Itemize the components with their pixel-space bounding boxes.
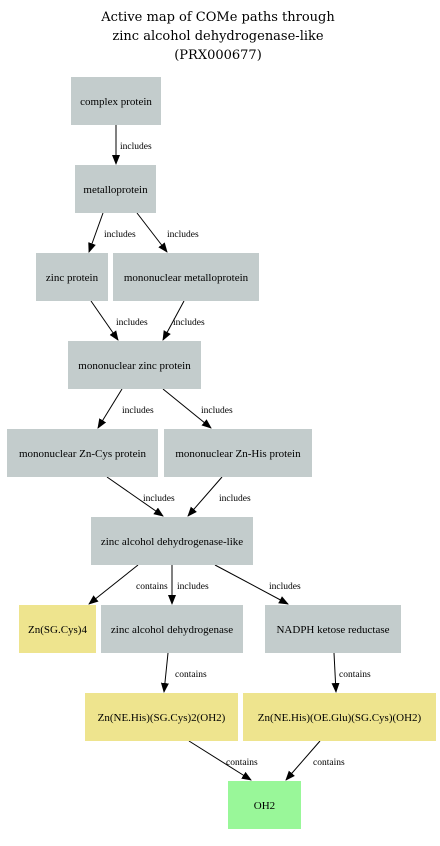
edge-arrow xyxy=(136,212,168,253)
title-line-1: Active map of COMe paths through xyxy=(100,10,335,25)
edge-zinc_protein-to-mononuclear_zinc_protein: includes xyxy=(90,300,148,341)
node-zn-sg-cys-4[interactable]: Zn(SG.Cys)4 xyxy=(19,605,96,653)
node-label: NADPH ketose reductase xyxy=(276,624,389,636)
node-label: complex protein xyxy=(80,96,152,108)
edge-zinc_alcohol_dehydrogenase_like-to-zn_sg_cys_4: contains xyxy=(88,564,168,605)
edge-zinc_alcohol_dehydrogenase_like-to-nadph_ketose_reductase: includes xyxy=(214,564,301,605)
node-label: Zn(NE.His)(OE.Glu)(SG.Cys)(OH2) xyxy=(258,712,422,724)
node-box[interactable] xyxy=(85,693,238,741)
edge-mononuclear_zinc_protein-to-mononuclear_zn_his_protein: includes xyxy=(162,388,233,429)
node-box[interactable] xyxy=(71,77,161,125)
edge-label: includes xyxy=(104,230,136,240)
edge-arrow xyxy=(214,564,289,605)
node-box[interactable] xyxy=(75,165,156,213)
edge-label: includes xyxy=(122,406,154,416)
node-box[interactable] xyxy=(7,429,158,477)
edge-mononuclear_metalloprotein-to-mononuclear_zinc_protein: includes xyxy=(162,300,205,341)
edge-complex_protein-to-metalloprotein: includes xyxy=(112,125,152,165)
edge-label: includes xyxy=(173,318,205,328)
edge-arrow xyxy=(331,652,340,693)
node-box[interactable] xyxy=(228,781,301,829)
node-metalloprotein[interactable]: metalloprotein xyxy=(75,165,156,213)
node-zinc-protein[interactable]: zinc protein xyxy=(36,253,108,301)
edge-arrow xyxy=(90,300,119,341)
edge-zn_ne_his_sg_cys_2_oh2-to-oh2: contains xyxy=(188,740,258,781)
edge-mononuclear_zn_his_protein-to-zinc_alcohol_dehydrogenase_like: includes xyxy=(187,476,251,517)
edge-metalloprotein-to-mononuclear_metalloprotein: includes xyxy=(136,212,199,253)
node-complex-protein[interactable]: complex protein xyxy=(71,77,161,125)
edge-arrow xyxy=(162,300,185,341)
node-label: Zn(NE.His)(SG.Cys)2(OH2) xyxy=(98,712,226,724)
node-box[interactable] xyxy=(265,605,401,653)
edge-zinc_alcohol_dehydrogenase-to-zn_ne_his_sg_cys_2_oh2: contains xyxy=(160,652,207,693)
edge-arrow xyxy=(285,740,321,781)
node-label: OH2 xyxy=(254,800,275,812)
edges-layer: includes includes includes includes includes… xyxy=(88,125,371,781)
node-zn-ne-his-sg-cys-2-oh2[interactable]: Zn(NE.His)(SG.Cys)2(OH2) xyxy=(85,693,238,741)
node-label: mononuclear metalloprotein xyxy=(124,272,249,284)
edge-arrow xyxy=(187,476,223,517)
edge-mononuclear_zinc_protein-to-mononuclear_zn_cys_protein: includes xyxy=(97,388,154,429)
node-mononuclear-metalloprotein[interactable]: mononuclear metalloprotein xyxy=(113,253,259,301)
node-zn-ne-his-oe-glu-sg-cys-oh2[interactable]: Zn(NE.His)(OE.Glu)(SG.Cys)(OH2) xyxy=(243,693,436,741)
node-label: zinc protein xyxy=(46,272,99,284)
edge-label: contains xyxy=(313,758,345,768)
edge-mononuclear_zn_cys_protein-to-zinc_alcohol_dehydrogenase_like: includes xyxy=(106,476,175,517)
node-mononuclear-zn-his-protein[interactable]: mononuclear Zn-His protein xyxy=(164,429,312,477)
node-label: metalloprotein xyxy=(83,184,148,196)
edge-label: includes xyxy=(167,230,199,240)
edge-label: includes xyxy=(201,406,233,416)
edge-arrow xyxy=(188,740,252,781)
node-box[interactable] xyxy=(91,517,253,565)
edge-label: includes xyxy=(269,582,301,592)
nodes-layer: complex protein metalloprotein zinc protei… xyxy=(7,77,436,829)
edge-label: includes xyxy=(116,318,148,328)
title-line-3: (PRX000677) xyxy=(174,48,262,63)
edge-label: includes xyxy=(120,142,152,152)
node-box[interactable] xyxy=(19,605,96,653)
edge-metalloprotein-to-zinc_protein: includes xyxy=(88,212,136,253)
node-mononuclear-zn-cys-protein[interactable]: mononuclear Zn-Cys protein xyxy=(7,429,158,477)
node-box[interactable] xyxy=(68,341,201,389)
edge-label: contains xyxy=(136,582,168,592)
edge-label: includes xyxy=(143,494,175,504)
node-label: mononuclear Zn-His protein xyxy=(175,448,301,460)
edge-arrow xyxy=(88,564,139,605)
node-nadph-ketose-reductase[interactable]: NADPH ketose reductase xyxy=(265,605,401,653)
node-oh2[interactable]: OH2 xyxy=(228,781,301,829)
edge-label: contains xyxy=(339,670,371,680)
node-box[interactable] xyxy=(101,605,243,653)
edge-zn_ne_his_oe_glu_sg_cys_oh2-to-oh2: contains xyxy=(285,740,345,781)
node-box[interactable] xyxy=(113,253,259,301)
edge-arrow xyxy=(88,212,104,253)
node-label: Zn(SG.Cys)4 xyxy=(28,624,87,636)
node-label: mononuclear zinc protein xyxy=(78,360,191,372)
node-label: zinc alcohol dehydrogenase-like xyxy=(101,536,243,548)
node-box[interactable] xyxy=(36,253,108,301)
title-line-2: zinc alcohol dehydrogenase-like xyxy=(112,29,323,44)
node-box[interactable] xyxy=(164,429,312,477)
edge-arrow xyxy=(106,476,164,517)
edge-zinc_alcohol_dehydrogenase_like-to-zinc_alcohol_dehydrogenase: includes xyxy=(168,565,209,605)
node-zinc-alcohol-dehydrogenase-like[interactable]: zinc alcohol dehydrogenase-like xyxy=(91,517,253,565)
node-label: zinc alcohol dehydrogenase xyxy=(111,624,233,636)
node-label: mononuclear Zn-Cys protein xyxy=(19,448,147,460)
edge-nadph_ketose_reductase-to-zn_ne_his_oe_glu_sg_cys_oh2: contains xyxy=(331,652,371,693)
edge-label: includes xyxy=(219,494,251,504)
edge-label: contains xyxy=(226,758,258,768)
edge-arrow xyxy=(162,388,212,429)
edge-arrow xyxy=(97,388,123,429)
edge-label: includes xyxy=(177,582,209,592)
diagram-title: Active map of COMe paths through zinc al… xyxy=(100,10,335,63)
edge-arrow xyxy=(160,652,169,693)
node-mononuclear-zinc-protein[interactable]: mononuclear zinc protein xyxy=(68,341,201,389)
node-box[interactable] xyxy=(243,693,436,741)
node-zinc-alcohol-dehydrogenase[interactable]: zinc alcohol dehydrogenase xyxy=(101,605,243,653)
edge-label: contains xyxy=(175,670,207,680)
